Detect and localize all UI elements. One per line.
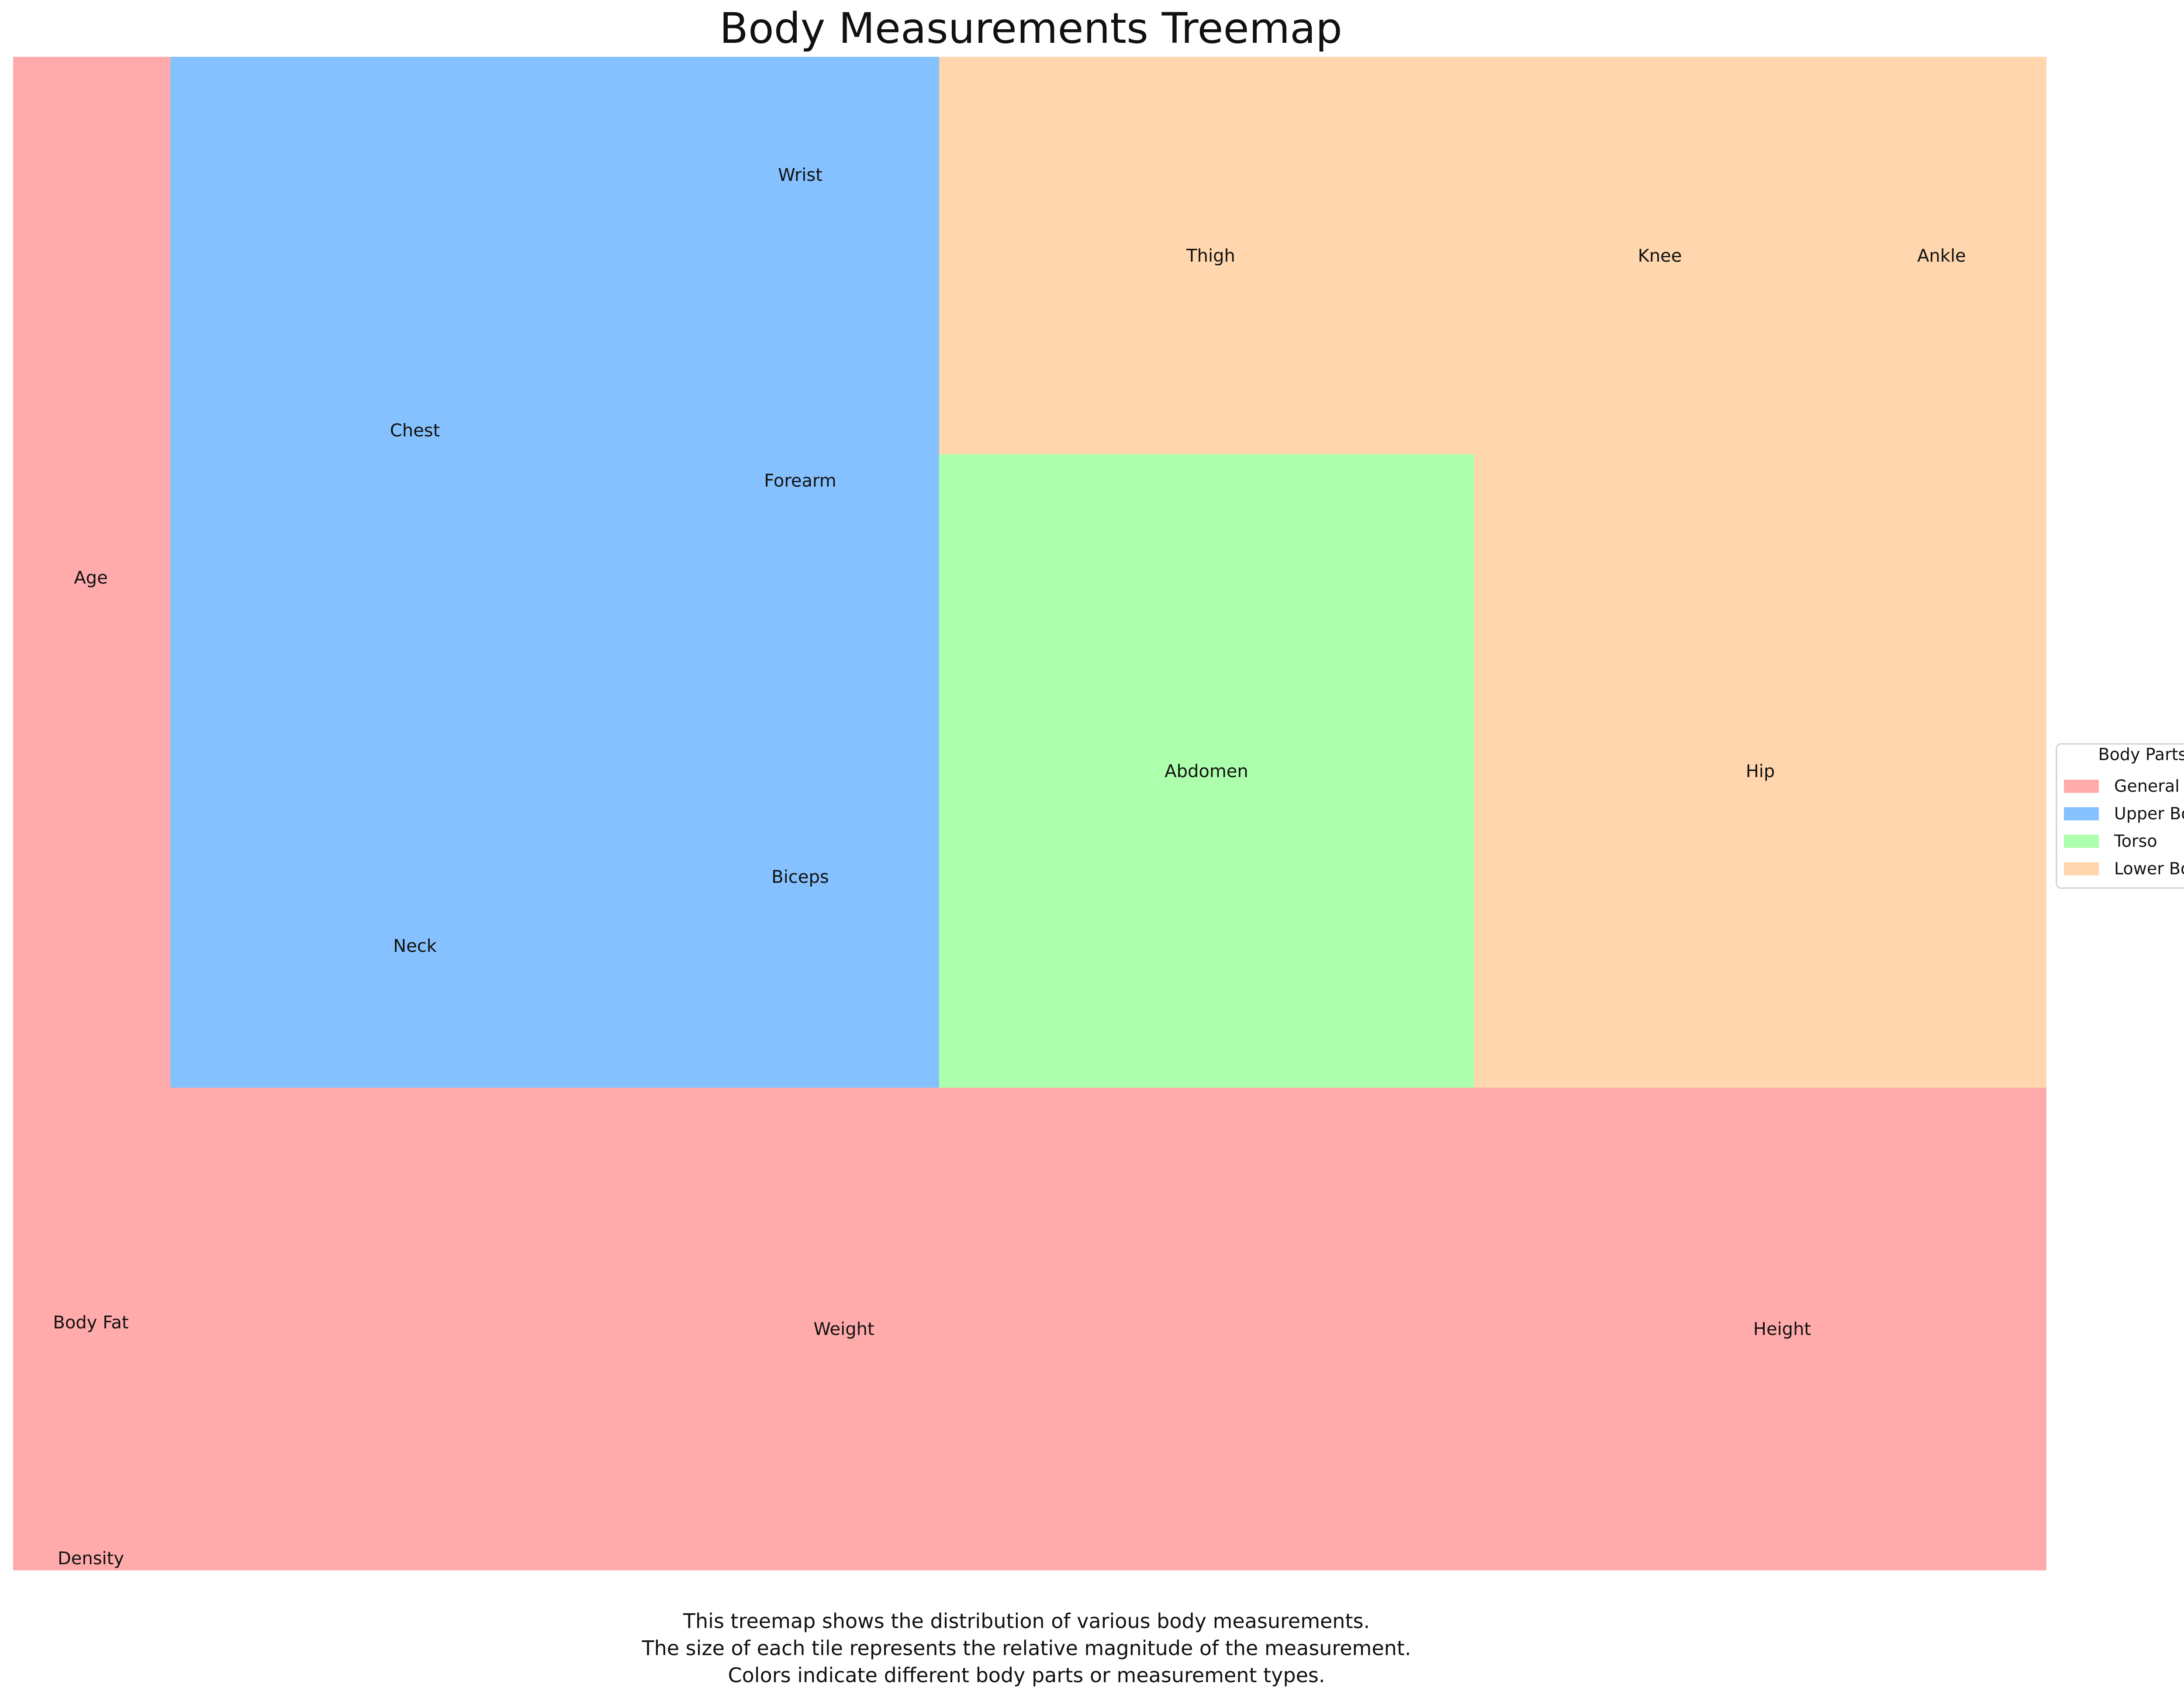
labels-layer: Age Body Fat Density Weight Height Chest Neck W… (53, 165, 1966, 1569)
tile-upper-body (170, 57, 939, 1088)
tile-label-weight: Weight (813, 1319, 874, 1339)
tile-torso (939, 454, 1474, 1088)
tile-label-neck: Neck (393, 936, 437, 956)
tile-label-abdomen: Abdomen (1165, 761, 1248, 781)
legend-title: Body Parts (2098, 745, 2184, 764)
caption: This treemap shows the distribution of v… (0, 1608, 2053, 1689)
legend-label-general: General (2114, 777, 2180, 796)
tile-general (13, 57, 170, 1570)
legend-label-upper-body: Upper Body (2114, 804, 2184, 823)
tile-label-wrist: Wrist (778, 165, 822, 185)
legend-swatch-lower-body (2064, 862, 2099, 875)
tile-label-thigh: Thigh (1186, 246, 1235, 266)
tile-label-density: Density (58, 1549, 124, 1569)
legend-swatch-general (2064, 780, 2099, 793)
caption-line-1: This treemap shows the distribution of v… (683, 1609, 1370, 1633)
tile-label-body-fat: Body Fat (53, 1313, 128, 1333)
tile-general (170, 1088, 2046, 1570)
legend-swatch-upper-body (2064, 807, 2099, 820)
caption-line-3: Colors indicate different body parts or … (728, 1663, 1325, 1687)
tile-label-ankle: Ankle (1917, 246, 1966, 266)
tiles-layer (13, 57, 2046, 1570)
tile-label-biceps: Biceps (771, 867, 829, 887)
tile-label-forearm: Forearm (764, 471, 836, 491)
chart-title: Body Measurements Treemap (719, 4, 1342, 53)
tile-lower-body (1474, 454, 2046, 1088)
legend-label-lower-body: Lower Body (2114, 859, 2184, 878)
legend-swatch-torso (2064, 835, 2099, 848)
tile-label-height: Height (1753, 1319, 1811, 1339)
legend: Body Parts General Upper Body Torso Lower B… (2056, 743, 2184, 889)
legend-entries: General Upper Body Torso Lower Body (2064, 777, 2184, 878)
tile-label-chest: Chest (390, 421, 440, 441)
tile-lower-body (939, 57, 2046, 454)
caption-line-2: The size of each tile represents the rel… (642, 1636, 1411, 1660)
tile-label-knee: Knee (1638, 246, 1682, 266)
legend-label-torso: Torso (2114, 832, 2157, 851)
tile-label-hip: Hip (1746, 761, 1775, 781)
tile-label-age: Age (74, 568, 107, 588)
